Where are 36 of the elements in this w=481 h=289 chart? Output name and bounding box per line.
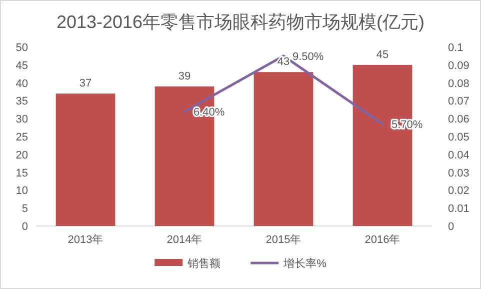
- y-tick-label: 5: [22, 203, 28, 216]
- y-tick-label: 30: [16, 114, 28, 126]
- bar: [56, 94, 116, 226]
- legend-label: 销售额: [186, 257, 221, 270]
- data-label: 45: [376, 48, 389, 61]
- y-tick-label: 0: [22, 221, 28, 233]
- y2-tick-label: 0.04: [448, 149, 470, 162]
- legend-label: 增长率%: [282, 257, 327, 270]
- data-label: 37: [79, 78, 92, 90]
- bar: [254, 72, 314, 226]
- y2-tick-label: 0.07: [448, 96, 470, 108]
- x-tick-label: 2016年: [364, 234, 400, 246]
- y2-tick-label: 0.08: [448, 78, 470, 90]
- y2-tick-label: 0.06: [448, 114, 470, 126]
- y-tick-label: 45: [16, 60, 28, 72]
- y-tick-label: 20: [16, 149, 28, 162]
- y2-tick-label: 0: [448, 221, 454, 233]
- data-label: 39: [178, 70, 191, 82]
- x-tick-label: 2015年: [266, 234, 302, 246]
- y-tick-label: 25: [16, 132, 28, 144]
- y2-tick-label: 0.1: [448, 42, 464, 54]
- y-tick-label: 50: [16, 42, 28, 54]
- y-tick-label: 10: [16, 185, 28, 198]
- x-tick-label: 2013年: [68, 234, 104, 246]
- data-label: 9.50%: [292, 50, 324, 63]
- y2-tick-label: 0.01: [448, 203, 470, 216]
- y-tick-label: 40: [16, 78, 28, 90]
- y-tick-label: 15: [16, 167, 28, 180]
- x-tick-label: 2014年: [166, 234, 202, 246]
- chart-title: 2013-2016年零售市场眼科药物市场规模(亿元): [56, 12, 425, 32]
- y2-tick-label: 0.09: [448, 60, 470, 72]
- data-label: 43: [277, 56, 290, 68]
- y2-tick-label: 0.02: [448, 185, 470, 198]
- y2-tick-label: 0.03: [448, 167, 470, 180]
- y-tick-label: 35: [16, 96, 28, 108]
- y2-tick-label: 0.05: [448, 132, 470, 144]
